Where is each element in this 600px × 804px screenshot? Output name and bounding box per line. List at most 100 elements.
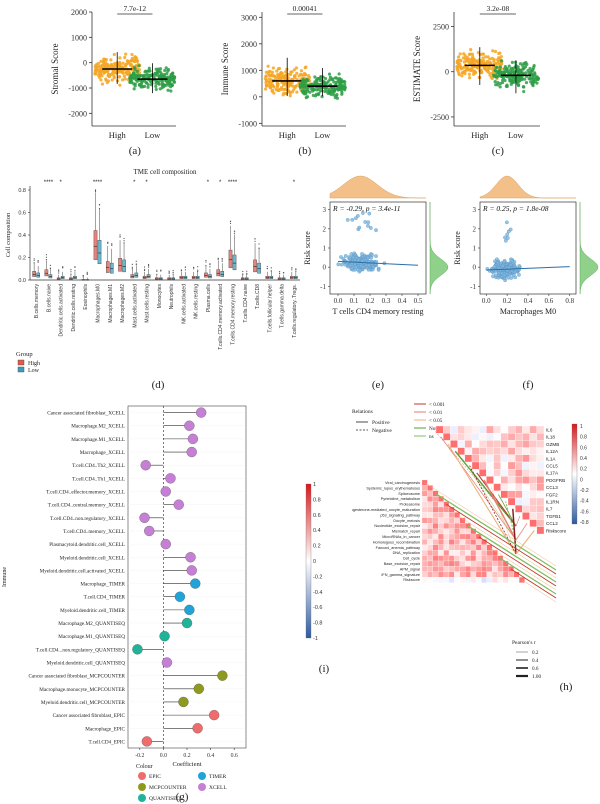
colorbar-tick-label: -0.8	[313, 621, 322, 627]
pathway-heatmap-cell	[465, 533, 471, 540]
row-label: Myeloid.dendritic.cell_TIMER	[60, 608, 125, 614]
outlier-point	[33, 259, 35, 261]
box	[220, 271, 225, 277]
data-point	[282, 76, 286, 80]
data-point	[340, 91, 344, 95]
pathway-heatmap-cell	[465, 544, 471, 551]
gene-label: Riskscore	[546, 528, 567, 533]
pathway-heatmap-cell	[432, 577, 439, 583]
relation-line	[446, 503, 557, 575]
data-point	[301, 77, 305, 82]
relation-line	[515, 515, 521, 527]
data-point	[505, 67, 509, 71]
data-point	[503, 78, 507, 83]
colorbar-tick-label: 0.8	[580, 435, 587, 441]
gene-heatmap-cell	[507, 433, 516, 441]
legend-label: TIMER	[209, 774, 226, 780]
data-point	[520, 75, 524, 79]
relation-line	[467, 525, 557, 583]
gene-heatmap-cell	[493, 440, 501, 448]
outlier-point	[205, 261, 207, 263]
outlier-point	[197, 270, 199, 273]
y-tick-label: 0	[83, 59, 87, 68]
pathway-heatmap-cell	[448, 539, 455, 545]
outlier-point	[205, 259, 207, 262]
data-point	[350, 217, 355, 222]
data-point	[304, 65, 308, 69]
data-point	[172, 79, 176, 84]
pathway-heatmap-cell	[448, 544, 455, 551]
pathway-heatmap-cell	[448, 577, 455, 583]
data-point	[475, 59, 479, 63]
box	[281, 277, 286, 280]
pathway-heatmap-cell	[465, 571, 471, 578]
outlier-point	[143, 269, 146, 272]
relation-line	[521, 579, 557, 603]
pathway-heatmap-cell	[454, 512, 460, 518]
pathway-heatmap-cell	[459, 528, 466, 535]
box	[130, 274, 135, 279]
colorbar-tick-label: 0.4	[313, 528, 321, 534]
data-point	[345, 218, 350, 222]
gene-heatmap-cell	[529, 433, 537, 441]
outlier-point	[229, 220, 232, 222]
data-point	[165, 71, 169, 76]
x-tick-label: 0.4	[207, 753, 214, 759]
data-point	[536, 77, 541, 81]
data-point	[304, 79, 308, 83]
data-point	[101, 59, 106, 64]
outlier-point	[45, 256, 48, 258]
gene-heatmap-cell	[522, 469, 530, 477]
y-tick-label: 2000	[71, 8, 87, 17]
gene-label: IL12A	[546, 449, 559, 454]
data-point	[315, 80, 319, 84]
data-point	[517, 272, 521, 277]
pathway-heatmap-cell	[454, 544, 460, 551]
pathway-label: APM_signal	[400, 567, 420, 571]
outlier-point	[156, 270, 158, 273]
y-tick-label: 1	[473, 245, 477, 253]
pathway-heatmap-cell	[454, 539, 460, 545]
outlier-point	[233, 230, 236, 232]
gene-label: GZMB	[546, 442, 559, 447]
gene-heatmap-cell	[486, 469, 494, 477]
pathway-heatmap-cell	[427, 533, 433, 540]
row-label: T.cell.CD4..Th2_XCELL	[72, 463, 125, 469]
lollipop-head	[132, 644, 143, 655]
outlier-point	[94, 190, 97, 192]
data-point	[503, 65, 507, 69]
pathway-heatmap-cell	[432, 560, 439, 567]
gene-heatmap-cell	[536, 433, 545, 441]
outlier-point	[135, 264, 137, 266]
relation-line	[469, 465, 517, 555]
pathway-heatmap-cell	[486, 566, 493, 572]
gene-heatmap-cell	[515, 476, 523, 484]
data-point	[169, 82, 174, 86]
data-point	[105, 63, 109, 67]
row-label: Cancer associated fibroblast_MCPCOUNTER	[28, 673, 125, 680]
relation-line	[476, 472, 517, 527]
data-point	[264, 74, 268, 78]
y-tick-label: 1000	[71, 33, 87, 42]
gene-heatmap-cell	[529, 505, 537, 513]
pathway-heatmap-cell	[470, 577, 477, 583]
outlier-point	[197, 266, 199, 268]
y-tick-label: 2	[323, 225, 327, 233]
data-point	[320, 95, 324, 99]
x-tick-label: Dendritic.cells.activated	[59, 284, 65, 337]
relation-line	[491, 487, 517, 555]
data-point	[493, 49, 498, 54]
data-point	[511, 273, 516, 277]
data-point	[374, 254, 378, 258]
pathway-heatmap-cell	[443, 528, 450, 535]
row-label: T.cell.CD4...non.regulatory_QUANTISEQ	[36, 647, 125, 653]
pathway-heatmap-cell	[432, 555, 439, 562]
pathway-heatmap-cell	[508, 566, 514, 572]
data-point	[334, 82, 338, 87]
outlier-point	[33, 262, 35, 264]
data-point	[264, 70, 268, 74]
gene-heatmap-cell	[536, 512, 545, 520]
data-point	[504, 238, 508, 243]
outlier-point	[193, 268, 195, 270]
gene-heatmap-cell	[507, 454, 516, 463]
